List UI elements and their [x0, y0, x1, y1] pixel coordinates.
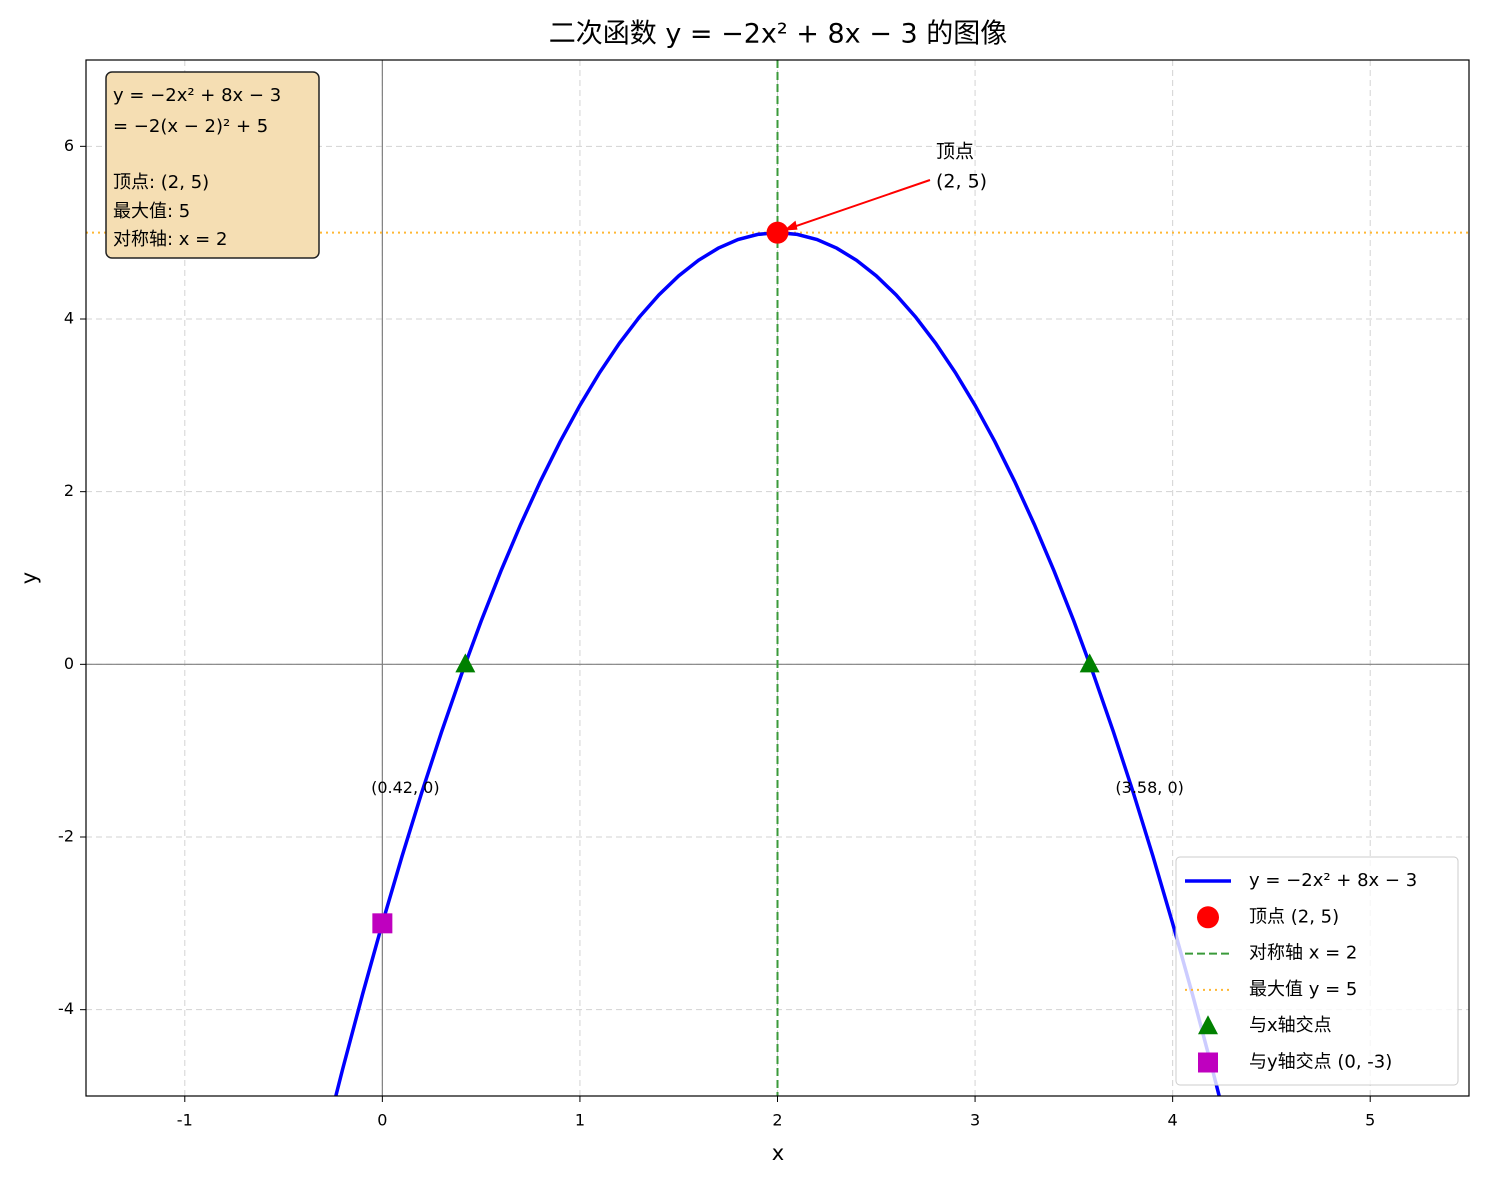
y-tick-label: 0: [64, 654, 74, 673]
annotation-text: 顶点: [936, 141, 974, 163]
legend-handle: [1198, 1015, 1218, 1035]
legend-handle: [1197, 906, 1219, 929]
legend-handle: [1198, 1052, 1218, 1073]
intercept-point: [372, 913, 393, 934]
point-label: (0.42, 0): [371, 778, 439, 797]
info-text: = −2(x − 2)² + 5: [113, 116, 268, 137]
point-label: (3.58, 0): [1115, 778, 1183, 797]
y-tick-label: 6: [64, 136, 74, 155]
vertex-point: [766, 221, 789, 244]
info-text: 顶点: (2, 5): [113, 172, 209, 193]
info-text: 对称轴: x = 2: [113, 229, 227, 250]
legend-label: 顶点 (2, 5): [1249, 906, 1339, 927]
info-text: y = −2x² + 8x − 3: [113, 85, 281, 106]
legend-label: 与x轴交点: [1249, 1015, 1332, 1036]
annotation-arrow: [785, 179, 931, 231]
annotation-arrowhead: [783, 220, 798, 231]
y-tick-label: 4: [64, 309, 74, 328]
legend-label: 对称轴 x = 2: [1249, 943, 1357, 964]
annotation-text: (2, 5): [936, 171, 987, 193]
plot-frame: [85, 59, 1470, 1097]
x-tick-label: 0: [377, 1111, 387, 1130]
x-axis-label: x: [772, 1141, 784, 1165]
plot-area: [86, 60, 1469, 1096]
x-tick-label: 1: [575, 1111, 585, 1130]
intercept-point: [1079, 653, 1100, 673]
y-tick-label: 2: [64, 481, 74, 500]
x-tick-label: -1: [177, 1111, 193, 1130]
info-box: [105, 71, 320, 259]
y-axis-label: y: [17, 572, 41, 584]
intercept-point: [455, 653, 476, 673]
legend-label: y = −2x² + 8x − 3: [1249, 870, 1417, 891]
y-tick-label: -2: [58, 827, 74, 846]
legend-box: [1175, 856, 1459, 1086]
x-tick-label: 2: [772, 1111, 782, 1130]
legend-label: 与y轴交点 (0, -3): [1249, 1052, 1392, 1073]
chart-title: 二次函数 y = −2x² + 8x − 3 的图像: [549, 19, 1007, 50]
x-tick-label: 5: [1365, 1111, 1375, 1130]
x-tick-label: 3: [970, 1111, 980, 1130]
y-tick-label: -4: [58, 999, 74, 1018]
info-text: 最大值: 5: [113, 201, 190, 222]
x-tick-label: 4: [1168, 1111, 1178, 1130]
legend-label: 最大值 y = 5: [1249, 979, 1357, 1000]
